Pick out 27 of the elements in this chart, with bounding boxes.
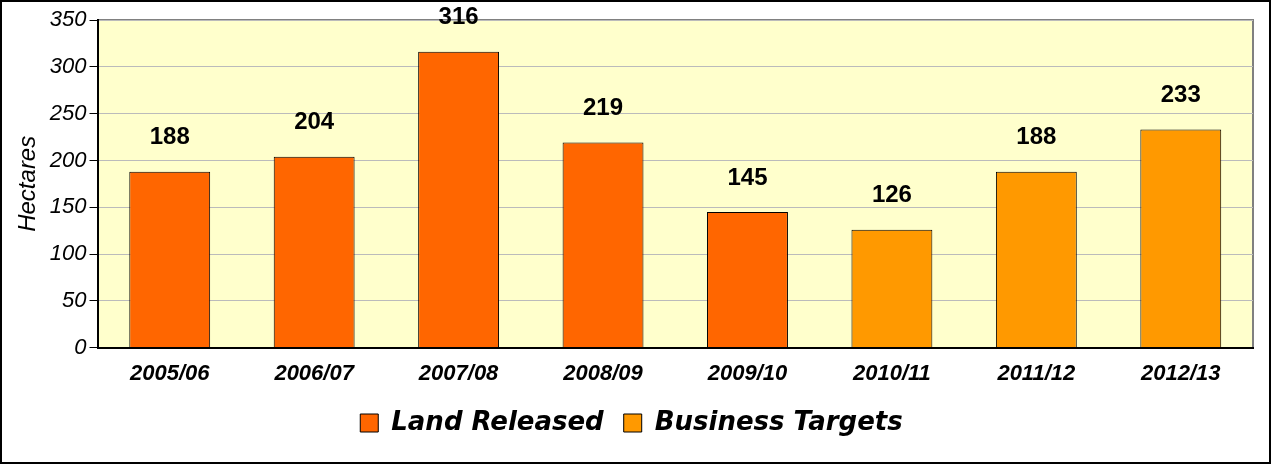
legend-label: Business Targets — [654, 405, 903, 436]
y-tick-label: 350 — [49, 6, 88, 32]
data-label: 219 — [583, 93, 624, 121]
data-label: 188 — [1016, 122, 1057, 150]
data-label: 233 — [1160, 80, 1201, 108]
x-tick-label: 2012/13 — [1140, 359, 1221, 385]
y-tick-label: 200 — [48, 146, 88, 172]
data-label: 145 — [727, 162, 768, 190]
y-axis-title: Hectares — [13, 135, 41, 232]
x-tick-label: 2007/08 — [417, 359, 500, 385]
y-tick-label: 300 — [49, 52, 88, 78]
legend-label: Land Released — [391, 405, 605, 436]
y-tick-label: 0 — [74, 333, 88, 359]
x-tick-label: 2005/06 — [128, 359, 211, 385]
data-label: 316 — [438, 2, 479, 30]
data-label: 126 — [871, 180, 912, 208]
x-tick-label: 2009/10 — [706, 359, 788, 385]
y-tick-label: 100 — [49, 240, 88, 266]
x-tick-label: 2006/07 — [273, 359, 356, 385]
x-tick-label: 2010/11 — [851, 359, 931, 385]
y-tick-label: 250 — [48, 99, 88, 125]
data-label: 204 — [294, 107, 335, 135]
x-tick-label: 2008/09 — [562, 359, 644, 385]
y-tick-label: 150 — [49, 193, 88, 219]
y-tick-label: 50 — [62, 286, 88, 312]
data-label: 188 — [149, 122, 190, 150]
x-tick-label: 2011/12 — [996, 359, 1077, 385]
